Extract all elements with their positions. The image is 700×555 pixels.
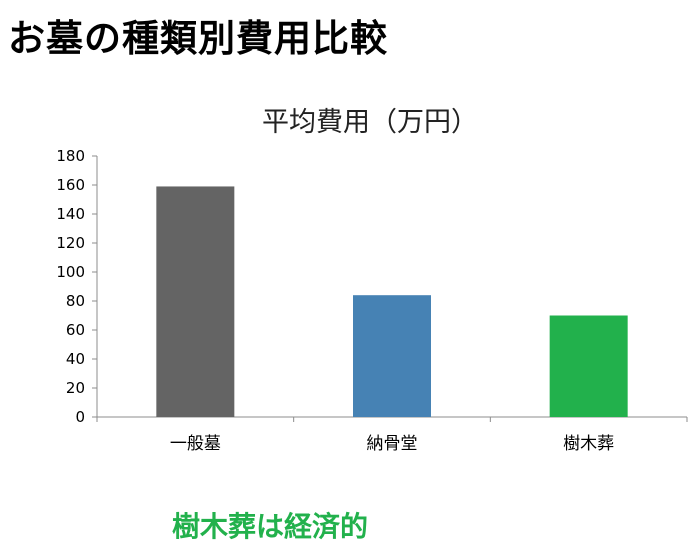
plot-area: 0 20 40 60 80 100 120 140 160 180 一般墓 納骨堂 樹木葬: [56, 147, 688, 454]
y-tick-label: 80: [66, 292, 85, 310]
y-tick-label: 120: [56, 234, 85, 252]
y-tick-label: 160: [56, 176, 85, 194]
bar-1: [156, 186, 235, 417]
bar-2: [353, 295, 431, 417]
x-tick-label: 樹木葬: [563, 434, 614, 454]
conclusion-text: 樹木葬は経済的: [171, 510, 368, 543]
y-tick-label: 60: [66, 321, 85, 339]
y-tick-label: 100: [56, 263, 85, 281]
y-tick-label: 0: [75, 408, 85, 426]
y-tick-label: 180: [56, 147, 85, 165]
x-tick-label: 納骨堂: [367, 434, 418, 454]
y-tick-label: 40: [66, 350, 85, 368]
page-title: お墓の種類別費用比較: [8, 17, 388, 60]
y-tick-label: 20: [66, 379, 85, 397]
chart-title: 平均費用（万円）: [262, 107, 478, 138]
x-tick-label: 一般墓: [170, 434, 221, 454]
bar-3: [549, 315, 628, 417]
y-tick-label: 140: [56, 205, 85, 223]
